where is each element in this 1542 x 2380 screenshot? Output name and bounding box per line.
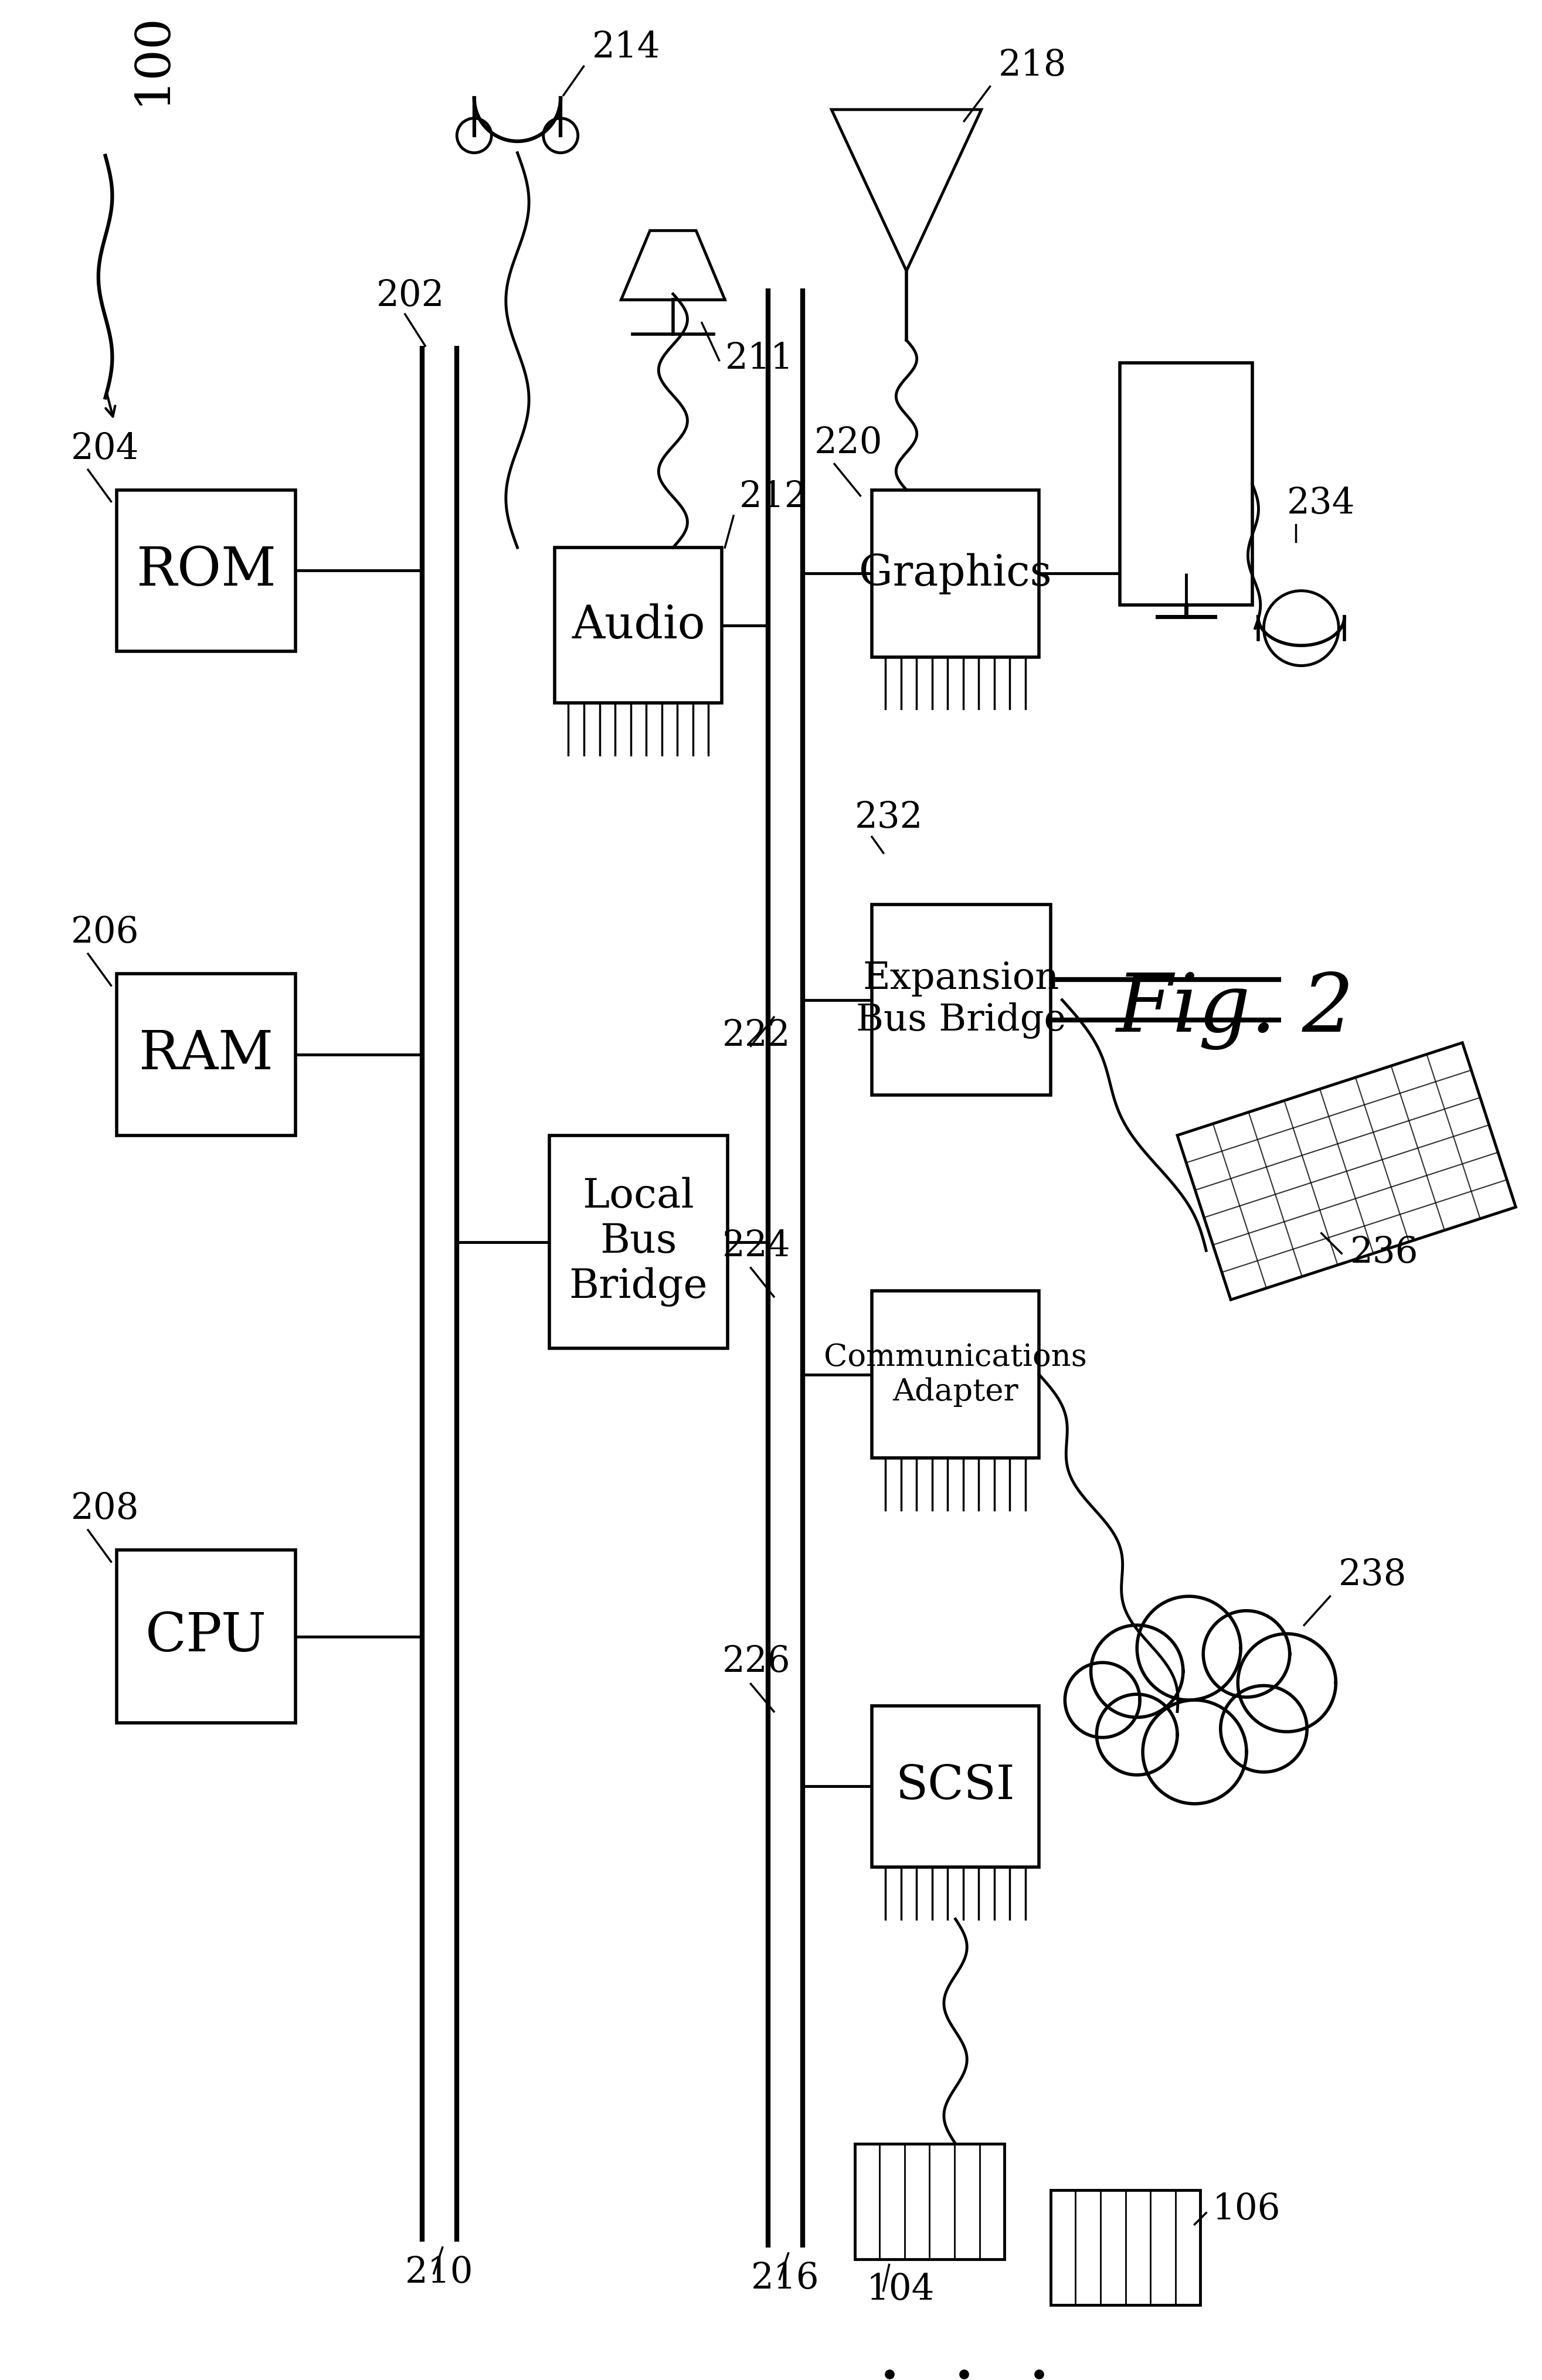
Circle shape [1238, 1633, 1335, 1733]
Text: 206: 206 [71, 914, 139, 950]
Text: 202: 202 [376, 278, 444, 314]
Text: 210: 210 [406, 2254, 473, 2290]
Bar [871, 490, 1039, 657]
Bar [1119, 364, 1252, 605]
Bar [1050, 2190, 1200, 2306]
Bar [871, 1290, 1039, 1459]
Text: SCSI: SCSI [896, 1764, 1015, 1809]
Text: RAM: RAM [139, 1028, 273, 1081]
Text: 106: 106 [1212, 2192, 1280, 2225]
Bar [555, 547, 722, 702]
Bar [117, 973, 296, 1135]
Text: 204: 204 [71, 431, 139, 466]
Text: 226: 226 [722, 1645, 791, 1678]
Circle shape [1143, 1699, 1246, 1804]
Text: 238: 238 [1338, 1557, 1406, 1592]
Text: Communications
Adapter: Communications Adapter [823, 1342, 1087, 1407]
Circle shape [1096, 1695, 1178, 1775]
Text: 224: 224 [722, 1228, 791, 1264]
Circle shape [1090, 1626, 1183, 1718]
Text: ROM: ROM [136, 545, 276, 597]
Polygon shape [621, 231, 725, 300]
Text: 211: 211 [725, 340, 793, 376]
Circle shape [543, 119, 578, 152]
Text: 232: 232 [854, 800, 922, 835]
Bar [117, 490, 296, 652]
Text: 222: 222 [722, 1019, 791, 1054]
Text: 220: 220 [814, 426, 882, 459]
Circle shape [1221, 1685, 1308, 1773]
Text: Expansion
Bus Bridge: Expansion Bus Bridge [856, 962, 1066, 1038]
Text: 236: 236 [1351, 1235, 1419, 1269]
Text: 234: 234 [1288, 486, 1355, 521]
Circle shape [1264, 590, 1338, 666]
Text: 212: 212 [739, 481, 808, 514]
Polygon shape [1178, 1042, 1516, 1299]
Text: 218: 218 [999, 48, 1067, 83]
Text: CPU: CPU [145, 1611, 267, 1664]
Text: 104: 104 [867, 2273, 934, 2306]
Bar [871, 1706, 1039, 1868]
Bar [117, 1549, 296, 1723]
Text: Fig. 2: Fig. 2 [1116, 971, 1354, 1050]
Text: Local
Bus
Bridge: Local Bus Bridge [569, 1178, 708, 1307]
Bar [549, 1135, 728, 1349]
Circle shape [456, 119, 492, 152]
Circle shape [1066, 1664, 1140, 1737]
Text: 100: 100 [128, 12, 176, 105]
Text: 214: 214 [592, 31, 660, 64]
Text: 216: 216 [751, 2261, 819, 2294]
Text: Audio: Audio [572, 602, 705, 647]
Circle shape [1203, 1611, 1289, 1697]
Bar [871, 904, 1050, 1095]
Text: 208: 208 [71, 1490, 139, 1526]
Text: Graphics: Graphics [859, 552, 1052, 595]
Bar [854, 2144, 1004, 2259]
Polygon shape [831, 109, 981, 271]
Circle shape [1136, 1597, 1241, 1699]
